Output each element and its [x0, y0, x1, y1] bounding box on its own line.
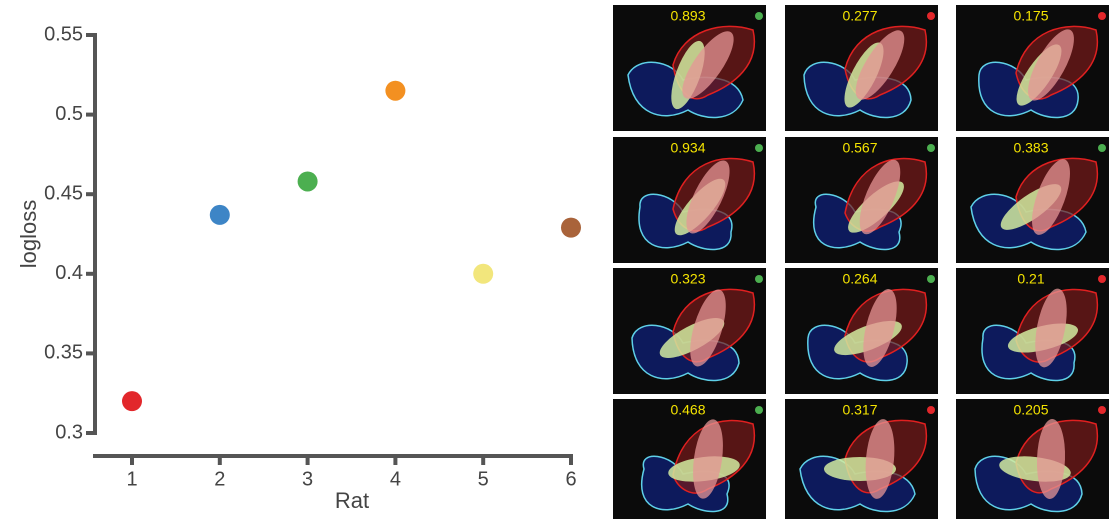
panel-score: 0.323: [670, 271, 705, 287]
point: [122, 391, 142, 411]
image-panel: 0.934: [613, 137, 766, 263]
status-dot: [1098, 12, 1106, 20]
panel-score: 0.21: [1017, 271, 1044, 287]
status-dot: [1098, 275, 1106, 283]
panel-score: 0.468: [670, 402, 705, 418]
status-dot: [755, 275, 763, 283]
image-panel: 0.383: [956, 137, 1109, 263]
point: [473, 264, 493, 284]
image-panel: 0.317: [785, 399, 938, 519]
image-panel: 0.468: [613, 399, 766, 519]
y-tick-label: 0.55: [44, 23, 83, 45]
y-tick-label: 0.4: [55, 262, 83, 284]
status-dot: [755, 144, 763, 152]
image-panel: 0.567: [785, 137, 938, 263]
x-tick-label: 3: [302, 468, 313, 490]
image-panel: 0.323: [613, 268, 766, 394]
image-panel: 0.277: [785, 5, 938, 131]
image-panel: 0.264: [785, 268, 938, 394]
status-dot: [1098, 406, 1106, 414]
panel-score: 0.264: [842, 271, 877, 287]
x-tick-label: 5: [478, 468, 489, 490]
status-dot: [927, 275, 935, 283]
x-tick-label: 4: [390, 468, 401, 490]
y-axis-label: logloss: [16, 200, 41, 268]
x-tick-label: 1: [126, 468, 137, 490]
point: [561, 218, 581, 238]
panel-score: 0.567: [842, 140, 877, 156]
status-dot: [755, 12, 763, 20]
point: [385, 81, 405, 101]
point: [298, 171, 318, 191]
y-tick-label: 0.45: [44, 182, 83, 204]
y-tick-label: 0.35: [44, 342, 83, 364]
status-dot: [1098, 144, 1106, 152]
x-tick-label: 6: [565, 468, 576, 490]
status-dot: [755, 406, 763, 414]
image-panel: 0.175: [956, 5, 1109, 131]
x-tick-label: 2: [214, 468, 225, 490]
image-panel: 0.205: [956, 399, 1109, 519]
panel-score: 0.934: [670, 140, 705, 156]
panel-score: 0.205: [1013, 402, 1048, 418]
status-dot: [927, 144, 935, 152]
y-tick-label: 0.5: [55, 103, 83, 125]
panel-score: 0.175: [1013, 8, 1048, 24]
x-axis-label: Rat: [335, 488, 369, 513]
status-dot: [927, 12, 935, 20]
status-dot: [927, 406, 935, 414]
y-tick-label: 0.3: [55, 421, 83, 443]
panel-score: 0.383: [1013, 140, 1048, 156]
figure: logloss Rat 0.3 0.35 0.4 0.45 0.5 0.55 1 2 3 4 5 6 0…: [0, 0, 1113, 519]
panel-score: 0.277: [842, 8, 877, 24]
panel-score: 0.893: [670, 8, 705, 24]
image-panel: 0.21: [956, 268, 1109, 394]
panel-score: 0.317: [842, 402, 877, 418]
point: [210, 205, 230, 225]
image-panel: 0.893: [613, 5, 766, 131]
